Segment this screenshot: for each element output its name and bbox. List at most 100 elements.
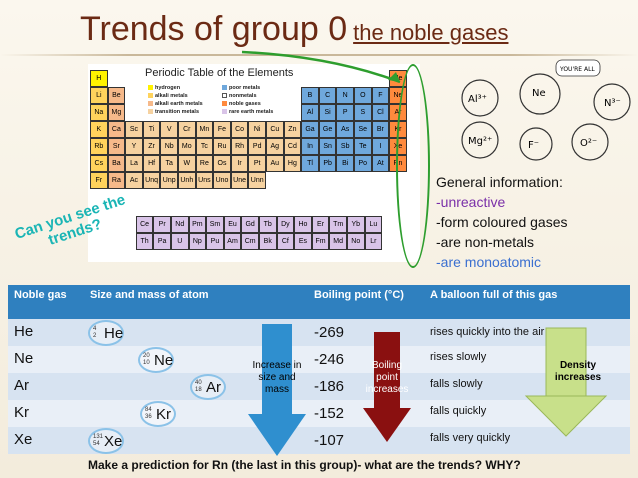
element-cell: Ru [213, 138, 231, 155]
table-row: Kr 84 36 Kr -152 falls quickly [8, 400, 630, 427]
element-cell: Pu [206, 233, 224, 251]
element-cell: In [301, 138, 319, 155]
element-cell: Pa [153, 233, 171, 251]
element-cell: Ho [294, 216, 312, 234]
element-cell: Nd [170, 216, 189, 234]
balloon-behaviour: rises quickly into the air [430, 326, 545, 338]
element-cell: Gd [241, 216, 259, 234]
header-size-mass: Size and mass of atom [90, 289, 209, 301]
element-cell: Co [230, 121, 249, 138]
density-arrow [524, 327, 608, 437]
header-noble-gas: Noble gas [14, 289, 67, 301]
gas-name: Xe [14, 431, 33, 448]
element-cell: Pr [153, 216, 171, 234]
gas-name: Ne [14, 350, 34, 367]
element-cell: Au [266, 155, 284, 172]
gas-name: He [14, 323, 34, 340]
boiling-point: -186 [314, 378, 345, 395]
element-cell: Cf [276, 233, 295, 251]
element-cell: Hg [283, 155, 302, 172]
general-info-item: -are monoatomic [436, 254, 542, 270]
element-cell: P [336, 104, 354, 121]
boiling-point: -107 [314, 432, 345, 449]
element-cell: Rb [90, 138, 108, 155]
element-cell: Mo [178, 138, 196, 155]
balloon-behaviour: falls slowly [430, 378, 483, 390]
boiling-point-arrow [363, 332, 411, 442]
element-cell: Br [371, 121, 390, 138]
element-cell: Es [294, 233, 312, 251]
svg-text:Ne: Ne [532, 88, 546, 99]
element-cell: K [90, 121, 108, 138]
element-cell: Sr [107, 138, 126, 155]
element-cell: Unp [160, 172, 178, 189]
atom-symbol: 84 36 Kr [140, 401, 176, 427]
general-information: General information: -unreactive -form c… [436, 172, 568, 272]
general-info-item: -form coloured gases [436, 214, 568, 230]
element-cell: V [160, 121, 178, 138]
element-cell: Ag [266, 138, 284, 155]
element-cell: Pt [248, 155, 266, 172]
element-cell: Sn [318, 138, 337, 155]
element-cell: Sb [336, 138, 354, 155]
element-cell: Cm [241, 233, 259, 251]
title-main: Trends of group 0 [80, 10, 348, 48]
table-row: Xe 131 54 Xe -107 falls very quickly [8, 427, 630, 454]
element-cell: At [371, 155, 390, 172]
element-cell: Np [188, 233, 207, 251]
density-arrow-label: Density increases [554, 360, 602, 383]
element-cell: Eu [223, 216, 242, 234]
element-cell: Pb [318, 155, 337, 172]
atom-symbol: 20 10 Ne [138, 347, 174, 373]
element-cell: Er [311, 216, 330, 234]
element-cell: Th [135, 233, 154, 251]
svg-text:F⁻: F⁻ [528, 140, 539, 151]
table-header: Noble gas Size and mass of atom Boiling … [8, 285, 630, 319]
element-cell: Nb [160, 138, 178, 155]
element-cell: B [301, 87, 319, 104]
element-cell: Tb [258, 216, 277, 234]
balloon-behaviour: falls very quickly [430, 432, 511, 444]
balloon-behaviour: falls quickly [430, 405, 487, 417]
element-cell: Ga [301, 121, 319, 138]
element-cell: As [336, 121, 354, 138]
element-cell: Fr [90, 172, 108, 189]
element-cell: Rh [230, 138, 249, 155]
element-cell: La [125, 155, 143, 172]
element-cell: Am [223, 233, 242, 251]
atom-symbol: 40 18 Ar [190, 374, 226, 400]
element-cell: H [90, 70, 108, 87]
element-cell: Bi [336, 155, 354, 172]
element-cell: S [354, 104, 372, 121]
element-cell: Uns [195, 172, 214, 189]
element-cell: Ir [230, 155, 249, 172]
element-cell: Ca [107, 121, 126, 138]
title-sub: the noble gases [353, 20, 509, 45]
boiling-point-arrow-label: Boiling point increases [365, 360, 409, 395]
element-cell: Tm [329, 216, 347, 234]
element-cell: Zr [142, 138, 161, 155]
gas-name: Ar [14, 377, 29, 394]
svg-text:Mg²⁺: Mg²⁺ [468, 136, 492, 147]
element-cell: Zn [283, 121, 302, 138]
element-cell: Na [90, 104, 108, 121]
element-cell: Yb [346, 216, 365, 234]
noble-gas-highlight-oval [396, 64, 430, 268]
element-cell: Y [125, 138, 143, 155]
element-cell: Sc [125, 121, 143, 138]
table-row: Ne 20 10 Ne -246 rises slowly [8, 346, 630, 373]
element-cell: Os [213, 155, 231, 172]
element-cell: Pm [188, 216, 207, 234]
highlight-arrow [241, 50, 401, 84]
element-cell: Ac [125, 172, 143, 189]
element-cell: Pd [248, 138, 266, 155]
element-cell: Md [329, 233, 347, 251]
header-boiling-point: Boiling point (°C) [314, 289, 404, 301]
header-balloon: A balloon full of this gas [430, 289, 558, 301]
element-cell: Ge [318, 121, 337, 138]
element-cell: Cl [371, 104, 390, 121]
element-cell: Ce [135, 216, 154, 234]
element-cell: Fe [213, 121, 231, 138]
